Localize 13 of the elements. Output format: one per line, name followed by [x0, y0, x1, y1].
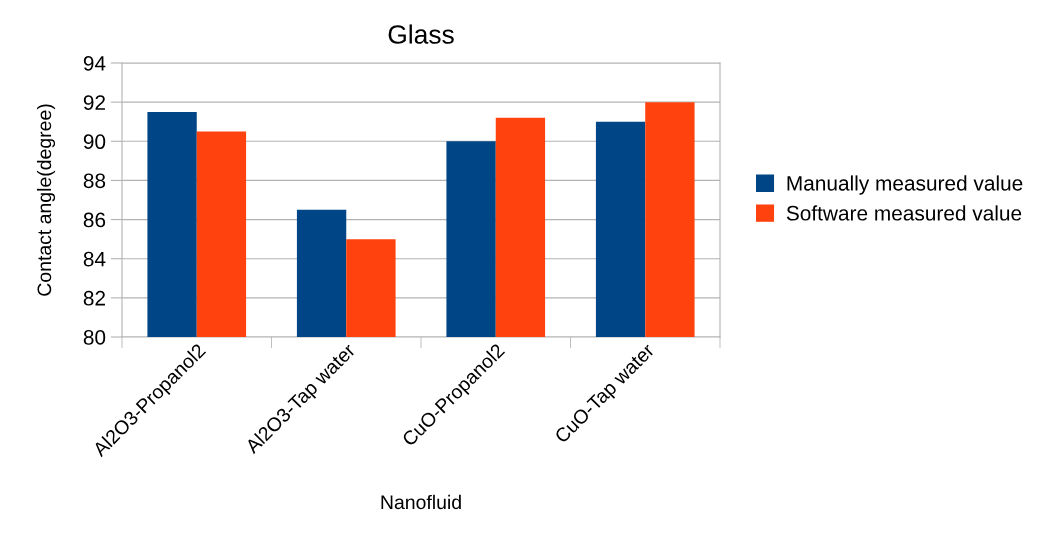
x-axis-title: Nanofluid: [381, 494, 461, 510]
y-tick-label: 90: [83, 134, 106, 150]
y-tick-label: 80: [83, 330, 106, 345]
y-tick-label: 88: [83, 173, 106, 189]
y-tick-label: 86: [83, 212, 106, 228]
y-tick-label: 94: [83, 56, 106, 71]
y-tick-label: 82: [83, 290, 105, 306]
legend-label: Manually measured value: [787, 175, 1023, 195]
y-tick-label: 92: [83, 95, 105, 110]
y-tick-label: 84: [83, 251, 106, 267]
legend-label: Software measured value: [786, 205, 1022, 221]
y-axis-title: Contact angle(degree): [36, 104, 56, 296]
chart-title: Glass: [388, 24, 454, 44]
